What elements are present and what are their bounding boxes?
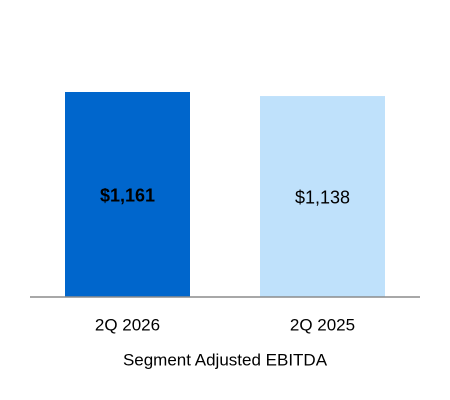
x-axis-title: Segment Adjusted EBITDA: [123, 350, 328, 369]
bar: [260, 96, 385, 297]
bar: [65, 92, 190, 297]
x-tick-label: 2Q 2025: [290, 315, 355, 334]
x-tick-label: 2Q 2026: [95, 315, 160, 334]
value-label: $1,161: [100, 185, 155, 205]
value-label: $1,138: [295, 187, 350, 207]
